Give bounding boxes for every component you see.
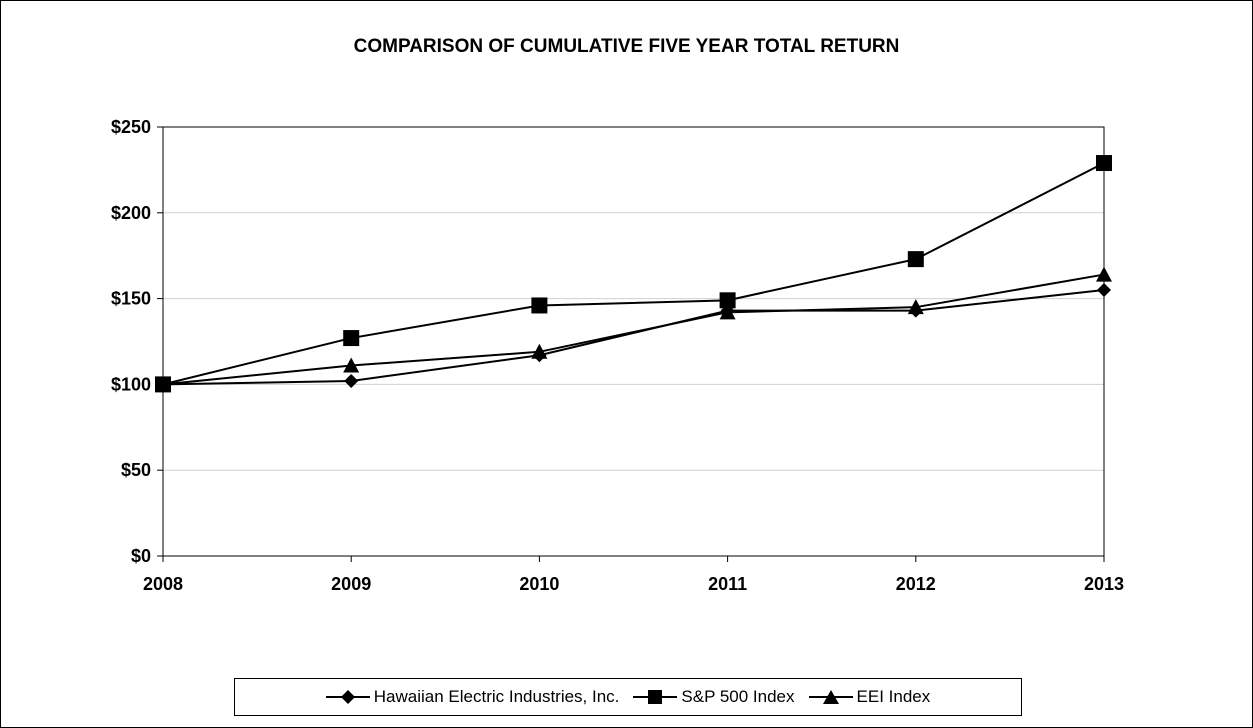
series-line-2 xyxy=(162,273,1105,386)
data-point-triangle xyxy=(343,357,360,373)
y-tick-label: $0 xyxy=(131,546,151,566)
axis-ticks: $0 $50 $100 $150 $200 $250 2008 2009 2010 2011 201… xyxy=(111,117,1124,594)
data-point-diamond xyxy=(1097,283,1111,298)
legend-label: Hawaiian Electric Industries, Inc. xyxy=(373,687,620,706)
series-line-1 xyxy=(162,162,1105,386)
x-tick-label: 2010 xyxy=(519,574,559,594)
y-tick-label: $250 xyxy=(111,117,151,137)
data-point-triangle xyxy=(531,343,548,359)
legend-item-hawaiian-electric: Hawaiian Electric Industries, Inc. xyxy=(325,687,620,707)
data-point-diamond xyxy=(344,373,359,388)
gridlines xyxy=(163,212,1104,471)
data-point-triangle xyxy=(155,376,171,392)
legend-item-sp500: S&P 500 Index xyxy=(633,687,795,707)
legend-label: S&P 500 Index xyxy=(681,687,795,706)
x-tick-label: 2013 xyxy=(1084,574,1124,594)
y-tick-label: $150 xyxy=(111,289,151,309)
data-point-square xyxy=(1096,155,1112,172)
data-point-square xyxy=(531,297,548,314)
x-tick-label: 2012 xyxy=(896,574,936,594)
diamond-marker-icon xyxy=(325,690,370,704)
data-point-square xyxy=(719,292,736,309)
legend-label: EEI Index xyxy=(856,687,931,706)
plot-area xyxy=(162,126,1105,557)
x-tick-label: 2009 xyxy=(331,574,371,594)
y-tick-label: $100 xyxy=(111,374,151,394)
series-lines xyxy=(162,162,1105,386)
data-point-square xyxy=(343,330,360,347)
data-point-triangle xyxy=(907,299,924,315)
data-point-square xyxy=(907,251,924,268)
triangle-marker-icon xyxy=(808,690,853,704)
legend: Hawaiian Electric Industries, Inc. S&P 5… xyxy=(234,678,1022,716)
legend-item-eei: EEI Index xyxy=(808,687,931,707)
chart-title: COMPARISON OF CUMULATIVE FIVE YEAR TOTAL… xyxy=(353,36,900,57)
data-point-triangle xyxy=(1096,266,1112,282)
y-tick-label: $50 xyxy=(121,460,151,480)
x-tick-label: 2011 xyxy=(708,574,747,594)
x-tick-label: 2008 xyxy=(143,574,183,594)
data-point-triangle xyxy=(719,304,736,320)
y-tick-label: $200 xyxy=(111,203,151,223)
series-markers xyxy=(155,155,1112,393)
square-marker-icon xyxy=(633,690,678,704)
